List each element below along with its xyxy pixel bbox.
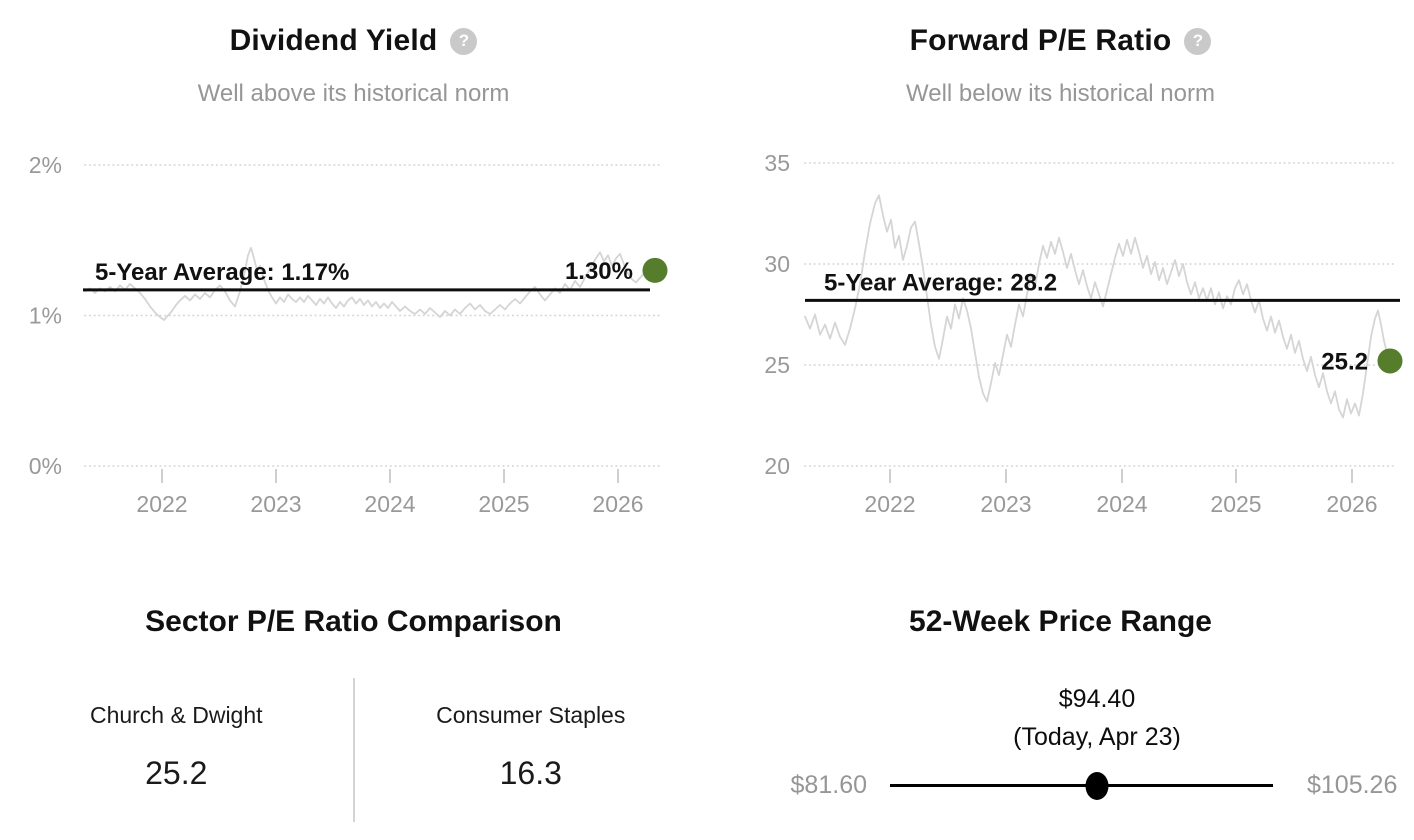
chart-header: Dividend Yield ? — [0, 20, 707, 62]
x-axis-label: 2023 — [980, 491, 1031, 517]
average-label: 5-Year Average: 1.17% — [95, 259, 349, 286]
help-icon[interactable]: ? — [1184, 27, 1212, 55]
sector-pe-value: 16.3 — [499, 755, 562, 791]
y-axis-label: 20 — [764, 453, 790, 479]
comparison-company-column: Church & Dwight 25.2 — [0, 678, 353, 822]
current-value-label: 25.2 — [1321, 348, 1368, 375]
y-axis-label: 0% — [29, 453, 62, 479]
sector-label: Consumer Staples — [436, 702, 626, 728]
average-label: 5-Year Average: 28.2 — [824, 269, 1057, 296]
y-axis-label: 2% — [29, 152, 62, 178]
current-price: $94.40 — [1058, 685, 1136, 713]
x-axis-label: 2026 — [592, 491, 643, 517]
chart-title: Dividend Yield — [229, 24, 438, 57]
x-axis-label: 2025 — [478, 491, 529, 517]
current-value-dot — [642, 257, 668, 283]
comparison-row: Church & Dwight 25.2 Consumer Staples 16… — [0, 678, 707, 822]
x-axis-label: 2024 — [1096, 491, 1147, 517]
comparison-sector-column: Consumer Staples 16.3 — [355, 678, 708, 822]
x-axis-label: 2024 — [364, 491, 415, 517]
price-range-track — [890, 771, 1273, 800]
company-pe-value: 25.2 — [145, 755, 208, 791]
section-title: 52-Week Price Range — [909, 605, 1212, 638]
sector-comparison-section: Sector P/E Ratio Comparison Church & Dwi… — [0, 560, 707, 840]
y-axis-label: 1% — [29, 303, 62, 329]
price-history-line — [804, 194, 1391, 419]
chart-title: Forward P/E Ratio — [909, 24, 1172, 57]
x-axis-label: 2025 — [1210, 491, 1261, 517]
y-axis-label: 25 — [764, 352, 790, 378]
x-axis-label: 2022 — [864, 491, 915, 517]
forward-pe-chart: 35 30 25 20 2022 2023 2024 2025 2026 5-Year Avera… — [764, 150, 1403, 517]
current-value-label: 1.30% — [565, 258, 633, 285]
dividend-yield-section: Dividend Yield ? Well above its historic… — [0, 0, 707, 560]
x-axis-label: 2026 — [1326, 491, 1377, 517]
dividend-yield-chart: 2% 1% 0% 2022 2023 2024 2025 2026 5-Year Average… — [29, 152, 668, 517]
forward-pe-section: Forward P/E Ratio ? Well below its histo… — [707, 0, 1414, 560]
chart-subtitle: Well above its historical norm — [197, 80, 510, 107]
current-price-date: (Today, Apr 23) — [1013, 723, 1181, 751]
range-high-label: $105.26 — [1307, 771, 1398, 799]
chart-subtitle: Well below its historical norm — [906, 80, 1215, 107]
x-axis-label: 2023 — [250, 491, 301, 517]
y-axis-label: 30 — [764, 251, 790, 277]
current-price-block: $94.40 (Today, Apr 23) — [1013, 680, 1181, 756]
vertical-divider — [352, 678, 355, 822]
range-low-label: $81.60 — [790, 771, 867, 799]
current-value-dot — [1377, 348, 1403, 374]
y-axis-label: 35 — [764, 150, 790, 176]
company-label: Church & Dwight — [89, 702, 263, 728]
current-price-dot — [1085, 771, 1109, 800]
section-title: Sector P/E Ratio Comparison — [145, 605, 562, 638]
chart-header: Forward P/E Ratio ? — [707, 20, 1414, 62]
price-range-section: 52-Week Price Range $94.40 (Today, Apr 2… — [707, 560, 1414, 840]
x-axis-label: 2022 — [136, 491, 187, 517]
help-icon[interactable]: ? — [450, 27, 478, 55]
